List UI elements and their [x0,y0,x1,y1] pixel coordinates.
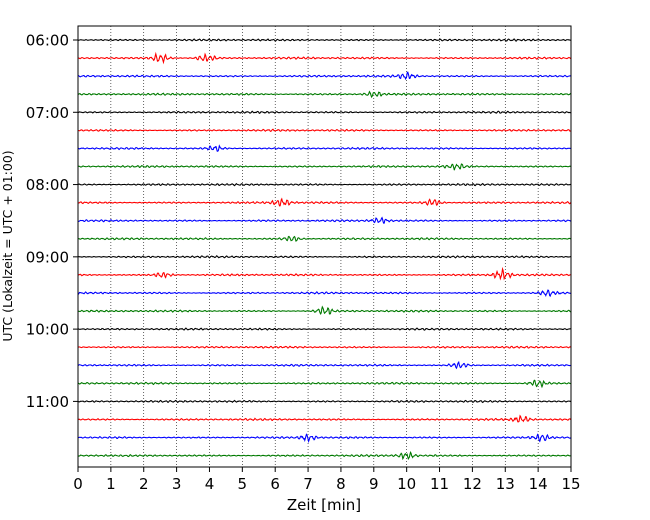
trace-1115 [77,414,572,423]
y-tick-label: 11:00 [26,393,69,411]
x-tick-label: 3 [172,475,182,493]
y-tick-label: 10:00 [26,321,69,339]
y-tick-label: 09:00 [26,248,69,266]
trace-1130 [77,433,572,444]
x-tick-label: 5 [238,475,248,493]
x-tick-label: 9 [369,475,379,493]
trace-0700 [77,110,572,114]
x-tick-label: 15 [561,475,580,493]
x-tick-label: 1 [106,475,116,493]
trace-0815 [77,197,572,207]
trace-0800 [77,182,572,187]
plot-frame [77,25,572,468]
x-tick-label: 13 [496,475,515,493]
x-tick-label: 7 [303,475,313,493]
trace-0930 [77,289,572,298]
x-tick-label: 8 [336,475,346,493]
trace-0900 [77,255,572,259]
x-axis: 0 1 2 3 4 5 6 7 8 9 10 11 12 13 14 15 [73,467,581,493]
trace-0915 [77,266,572,281]
trace-0945 [77,305,572,315]
trace-1045 [77,379,572,389]
x-tick-label: 6 [270,475,280,493]
x-tick-label: 2 [139,475,149,493]
trace-group [77,38,572,461]
trace-0630 [77,71,572,81]
y-tick-label: 06:00 [26,32,69,50]
trace-1100 [77,399,572,404]
y-axis: 06:00 07:00 08:00 09:00 10:00 11:00 [26,32,78,411]
x-tick-label: 4 [205,475,215,493]
trace-0845 [77,235,572,242]
x-tick-label: 14 [529,475,548,493]
x-tick-label: 10 [397,475,416,493]
trace-0645 [77,90,572,99]
y-tick-label: 08:00 [26,176,69,194]
trace-0715 [77,128,572,132]
y-tick-label: 07:00 [26,104,69,122]
trace-1015 [77,345,572,349]
trace-0615 [77,51,571,65]
trace-1145 [77,450,572,461]
trace-0730 [77,144,572,152]
trace-0600 [77,38,572,42]
x-axis-label: Zeit [min] [287,496,361,514]
x-tick-label: 0 [73,475,83,493]
trace-1030 [77,360,572,370]
x-tick-label: 12 [463,475,482,493]
y-axis-label: UTC (Lokalzeit = UTC + 01:00) [0,150,15,341]
x-tick-label: 11 [430,475,449,493]
trace-1000 [77,327,572,331]
trace-0745 [77,163,572,171]
trace-0830 [77,216,572,224]
